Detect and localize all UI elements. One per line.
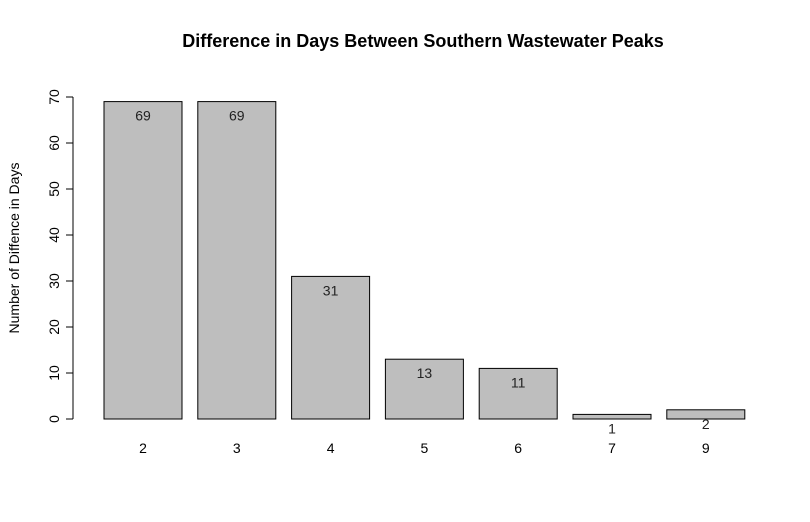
data-label: 2 bbox=[702, 416, 710, 432]
data-label: 31 bbox=[323, 282, 339, 298]
y-tick-label: 50 bbox=[46, 181, 62, 197]
bar bbox=[478, 367, 558, 420]
data-label: 13 bbox=[417, 365, 433, 381]
x-tick-label: 6 bbox=[514, 440, 522, 456]
data-label: 69 bbox=[229, 108, 245, 124]
y-axis: 0 10 20 30 40 50 60 70 bbox=[46, 89, 74, 423]
chart-title: Difference in Days Between Southern Wast… bbox=[182, 31, 664, 51]
x-tick-label: 3 bbox=[233, 440, 241, 456]
data-label: 1 bbox=[608, 420, 616, 436]
y-axis-label: Number of Diffence in Days bbox=[6, 163, 22, 334]
y-tick-label: 30 bbox=[46, 273, 62, 289]
bar bbox=[197, 101, 277, 420]
x-tick-label: 7 bbox=[608, 440, 616, 456]
bar bbox=[384, 358, 464, 420]
data-label: 11 bbox=[511, 374, 526, 390]
bar bbox=[291, 275, 371, 420]
bar bbox=[103, 101, 183, 420]
y-tick-label: 70 bbox=[46, 89, 62, 105]
bar bbox=[666, 409, 746, 420]
y-tick-label: 10 bbox=[46, 365, 62, 381]
x-tick-labels: 2 3 4 5 6 7 9 bbox=[139, 440, 710, 456]
data-label: 69 bbox=[135, 108, 151, 124]
x-tick-label: 9 bbox=[702, 440, 710, 456]
x-tick-label: 4 bbox=[327, 440, 335, 456]
x-tick-label: 2 bbox=[139, 440, 147, 456]
bar bbox=[572, 413, 652, 420]
y-tick-label: 0 bbox=[46, 415, 62, 423]
y-tick-label: 40 bbox=[46, 227, 62, 243]
x-tick-label: 5 bbox=[421, 440, 429, 456]
y-tick-label: 20 bbox=[46, 319, 62, 335]
y-tick-label: 60 bbox=[46, 135, 62, 151]
